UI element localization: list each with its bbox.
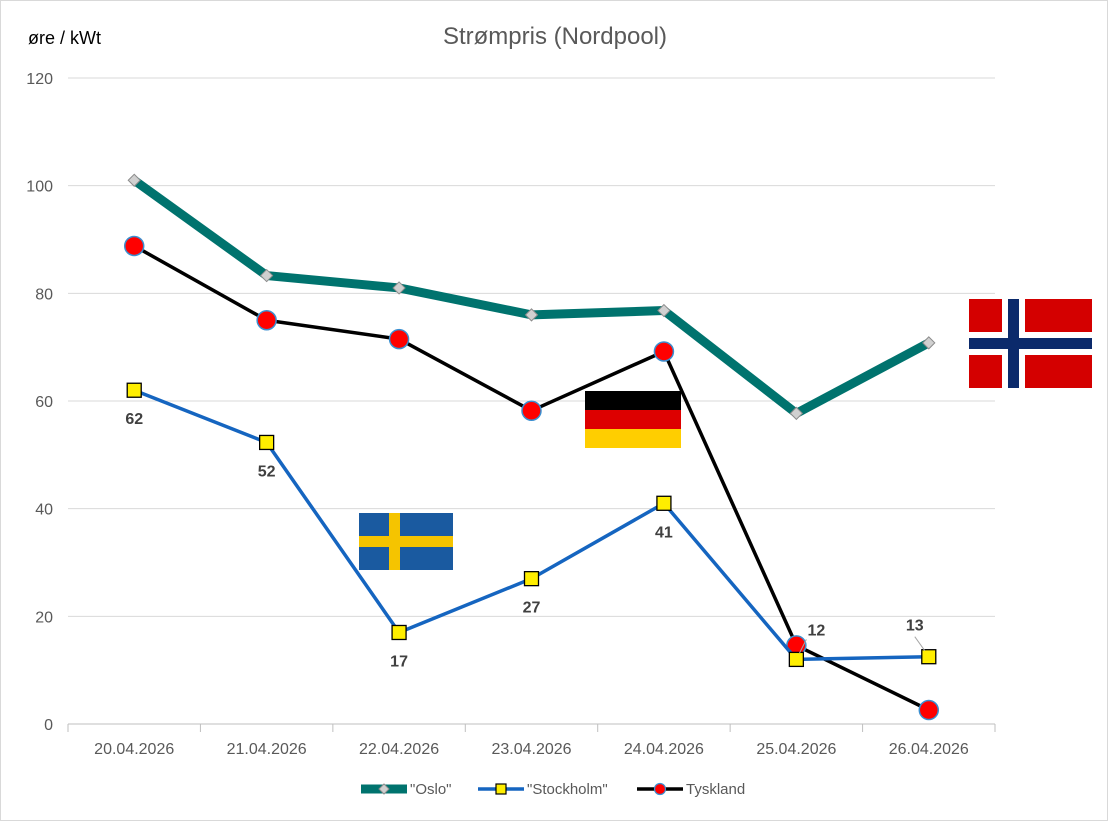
data-point bbox=[921, 649, 937, 665]
data-point bbox=[789, 406, 804, 421]
data-point bbox=[653, 341, 675, 362]
data-point bbox=[521, 400, 542, 421]
data-point bbox=[656, 495, 672, 511]
y-tick-labels: 0 20 40 60 80 100 120 bbox=[26, 71, 53, 734]
x-axis: 20.04.2026 21.04.2026 22.04.2026 23.04.2026… bbox=[67, 723, 996, 758]
y-tick-label: 20 bbox=[35, 609, 53, 626]
legend-label: "Oslo" bbox=[410, 781, 452, 798]
series-line bbox=[131, 176, 931, 418]
data-label: 62 bbox=[125, 411, 143, 428]
data-point bbox=[256, 310, 277, 331]
data-point bbox=[388, 328, 410, 350]
legend-marker bbox=[495, 783, 507, 795]
series-layer bbox=[123, 173, 940, 721]
norway-flag bbox=[969, 299, 1092, 388]
x-tick-label: 22.04.2026 bbox=[359, 741, 439, 758]
legend-label: Tyskland bbox=[686, 781, 745, 798]
y-tick-label: 80 bbox=[35, 286, 53, 303]
label-leader-line bbox=[798, 639, 807, 654]
x-tick-label: 21.04.2026 bbox=[227, 741, 307, 758]
data-label: 52 bbox=[258, 463, 276, 480]
data-label: 12 bbox=[807, 622, 825, 639]
y-tick-label: 0 bbox=[44, 717, 53, 734]
data-point bbox=[523, 571, 540, 587]
x-tick-label: 25.04.2026 bbox=[756, 741, 836, 758]
data-point bbox=[392, 281, 406, 295]
data-point bbox=[259, 268, 274, 283]
y-tick-label: 60 bbox=[35, 394, 53, 411]
data-point bbox=[657, 303, 671, 318]
data-point bbox=[918, 699, 940, 721]
x-tick-label: 23.04.2026 bbox=[491, 741, 571, 758]
data-label: 41 bbox=[655, 524, 673, 541]
x-tick-label: 26.04.2026 bbox=[889, 741, 969, 758]
y-tick-label: 100 bbox=[26, 179, 53, 196]
series-square bbox=[126, 382, 937, 668]
data-point bbox=[391, 624, 407, 641]
data-point bbox=[127, 173, 141, 187]
legend-marker bbox=[378, 783, 390, 795]
label-leader-line bbox=[914, 636, 926, 651]
legend-marker bbox=[653, 782, 667, 796]
data-point bbox=[922, 336, 936, 350]
x-tick-label: 20.04.2026 bbox=[94, 741, 174, 758]
series-diamond bbox=[127, 173, 936, 421]
y-axis-label: øre / kWt bbox=[28, 28, 101, 48]
legend: "Oslo" "Stockholm" Tyskland bbox=[361, 781, 745, 798]
data-point bbox=[123, 235, 145, 257]
data-point bbox=[258, 434, 275, 451]
data-label: 27 bbox=[523, 600, 541, 617]
germany-flag bbox=[585, 391, 681, 448]
gridlines bbox=[68, 77, 995, 617]
data-point bbox=[126, 382, 142, 398]
legend-item: Tyskland bbox=[637, 781, 745, 798]
series-line bbox=[133, 388, 929, 662]
series-circle bbox=[123, 235, 940, 721]
chart-title: Strømpris (Nordpool) bbox=[443, 23, 667, 50]
legend-item: "Stockholm" bbox=[478, 781, 608, 798]
sweden-flag bbox=[359, 513, 453, 570]
y-tick-label: 40 bbox=[35, 502, 53, 519]
y-tick-label: 120 bbox=[26, 71, 53, 88]
data-label: 17 bbox=[390, 653, 408, 670]
x-tick-label: 24.04.2026 bbox=[624, 741, 704, 758]
data-labels: 62 52 17 27 41 12 13 bbox=[125, 411, 926, 670]
legend-label: "Stockholm" bbox=[527, 781, 608, 798]
legend-item: "Oslo" bbox=[361, 781, 452, 798]
data-point bbox=[788, 651, 805, 668]
data-point bbox=[524, 308, 539, 322]
data-label: 13 bbox=[906, 618, 924, 635]
